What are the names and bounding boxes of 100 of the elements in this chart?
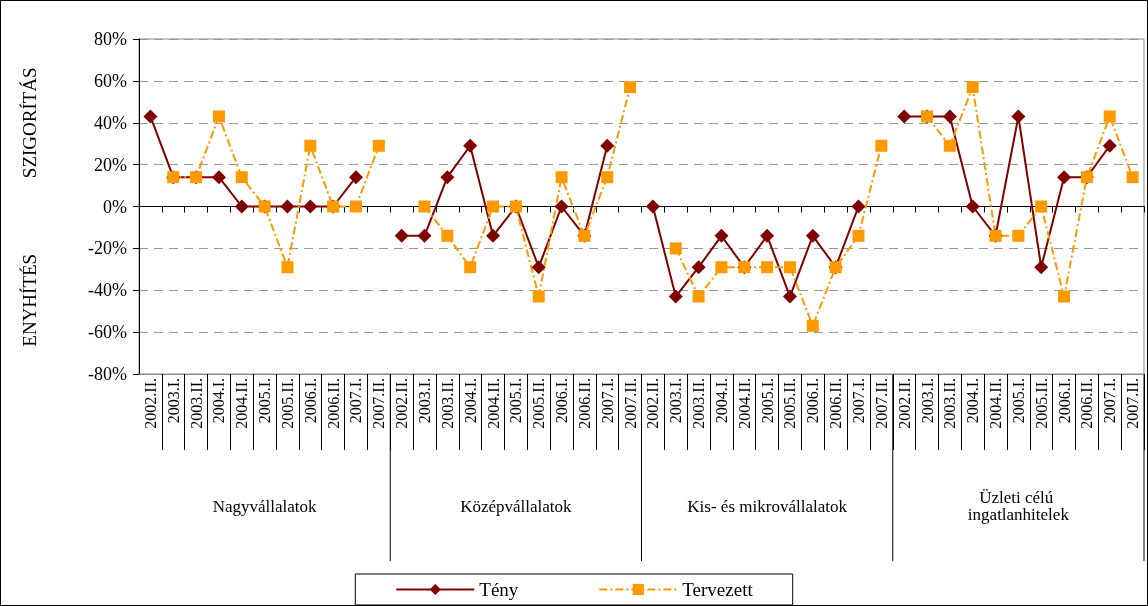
point (554, 199, 569, 214)
x-tick-label: 2002.II. (895, 378, 913, 429)
point (280, 199, 295, 214)
text: Nagyvállalatok (212, 496, 318, 516)
x-tick-label: 2006.I. (553, 378, 571, 424)
x-tick-label: 2002.II. (644, 378, 662, 429)
point (532, 290, 545, 303)
y-tick-label: 80% (94, 29, 127, 49)
x-tick-label: 2005.I. (507, 378, 525, 424)
point (851, 199, 866, 214)
x-tick-label: 2002.II. (141, 378, 159, 429)
point (1126, 171, 1139, 184)
x-tick-label: 2004.I. (712, 378, 730, 424)
point (1012, 229, 1025, 242)
y-tick-label: 60% (94, 70, 127, 91)
point (418, 200, 431, 213)
point (1034, 260, 1049, 275)
point (555, 171, 568, 184)
point (691, 260, 706, 275)
point (235, 171, 248, 184)
text: ENYHÍTÉS (18, 253, 40, 347)
x-tick-label: 2004.I. (210, 378, 228, 424)
x-tick-label: 2007.II. (1124, 378, 1142, 429)
point (715, 261, 728, 274)
point (875, 139, 888, 152)
point (1011, 109, 1026, 124)
point (1102, 138, 1117, 153)
text: Üzleti célú ingatlanhitelek (967, 488, 1070, 524)
y-tick-label: -80% (88, 364, 127, 384)
point (487, 200, 500, 213)
point (624, 81, 637, 94)
x-tick-label: 2006.I. (804, 378, 822, 424)
x-tick-label: 2007.II. (872, 378, 890, 429)
point (1057, 170, 1072, 185)
y-tick-label: -60% (88, 322, 127, 343)
point (692, 290, 705, 303)
x-tick-label: 2005.II. (530, 378, 548, 429)
x-tick-label: 2003.II. (941, 378, 959, 429)
point (531, 260, 546, 275)
point (760, 228, 775, 243)
point (852, 229, 865, 242)
x-tick-label: 2007.I. (1101, 378, 1119, 424)
y-tick-label: -40% (88, 280, 127, 301)
point (806, 319, 819, 332)
point (349, 200, 362, 213)
x-tick-label: 2004.II. (233, 378, 251, 429)
x-tick-label: 2005.I. (256, 378, 274, 424)
point (486, 228, 501, 243)
point (1058, 290, 1071, 303)
legend-label: Tény (479, 579, 519, 600)
x-tick-label: 2006.I. (1055, 378, 1073, 424)
point (714, 228, 729, 243)
x-tick-label: 2005.II. (278, 378, 296, 429)
x-tick-label: 2006.II. (827, 378, 845, 429)
point (645, 199, 660, 214)
point (601, 171, 614, 184)
x-tick-label: 2004.II. (484, 378, 502, 429)
point (942, 109, 957, 124)
x-tick-label: 2004.I. (461, 378, 479, 424)
x-tick-label: 2005.I. (758, 378, 776, 424)
point (1103, 110, 1116, 123)
point (463, 138, 478, 153)
point (211, 170, 226, 185)
x-tick-label: 2007.I. (347, 378, 365, 424)
point (668, 289, 683, 304)
x-tick-label: 2002.II. (393, 378, 411, 429)
x-tick-label: 2007.I. (598, 378, 616, 424)
point (281, 261, 294, 274)
legend-label: Tervezett (682, 579, 754, 600)
x-tick-label: 2007.II. (621, 378, 639, 429)
x-tick-label: 2003.I. (164, 378, 182, 424)
point (669, 242, 682, 255)
point (782, 289, 797, 304)
point (143, 109, 158, 124)
x-tick-label: 2003.II. (187, 378, 205, 429)
point (783, 261, 796, 274)
point (897, 109, 912, 124)
y-tick-label: -20% (88, 238, 127, 259)
point (234, 199, 249, 214)
point (966, 81, 979, 94)
x-tick-label: 2007.I. (849, 378, 867, 424)
point (348, 170, 363, 185)
point (805, 228, 820, 243)
x-tick-label: 2006.I. (301, 378, 319, 424)
x-tick-label: 2003.I. (667, 378, 685, 424)
x-tick-label: 2007.II. (370, 378, 388, 429)
point (394, 228, 409, 243)
y-tick-label: 20% (94, 154, 127, 175)
x-tick-label: 2004.II. (987, 378, 1005, 429)
point (761, 261, 774, 274)
x-tick-label: 2006.II. (575, 378, 593, 429)
x-tick-label: 2003.II. (438, 378, 456, 429)
point (1035, 200, 1048, 213)
point (372, 139, 385, 152)
x-tick-label: 2003.II. (690, 378, 708, 429)
point (965, 199, 980, 214)
y-tick-label: 0% (103, 196, 127, 217)
point (212, 110, 225, 123)
point (304, 139, 317, 152)
x-tick-label: 2005.II. (1032, 378, 1050, 429)
